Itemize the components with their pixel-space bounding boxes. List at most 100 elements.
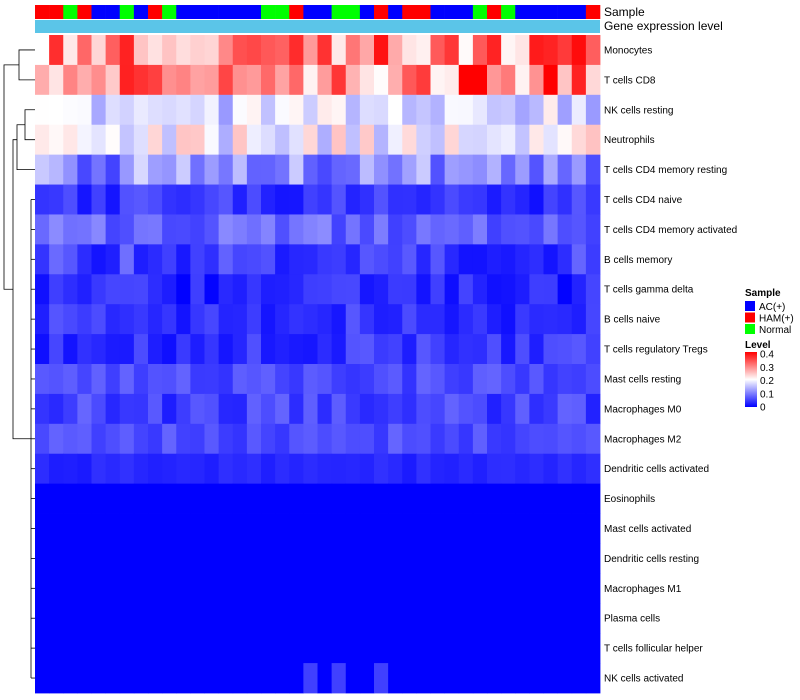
heatmap-cell — [246, 453, 262, 485]
row-label: Mast cells resting — [604, 374, 681, 385]
heatmap-cell — [430, 64, 446, 96]
heatmap-cell — [246, 364, 262, 395]
heatmap-cell — [91, 633, 107, 664]
heatmap-cell — [374, 214, 389, 245]
heatmap-cell — [458, 633, 474, 664]
heatmap-cell — [331, 663, 347, 694]
heatmap-cell — [458, 513, 474, 544]
heatmap-cell — [176, 214, 191, 245]
heatmap-cell — [119, 573, 135, 604]
heatmap-cell — [557, 214, 573, 245]
heatmap-cells — [35, 35, 601, 694]
heatmap-cell — [359, 124, 375, 156]
heatmap-cell — [444, 64, 460, 96]
heatmap-cell — [190, 64, 205, 96]
heatmap-cell — [444, 124, 460, 156]
heatmap-cell — [359, 423, 375, 455]
heatmap-cell — [303, 513, 318, 544]
heatmap-cell — [91, 334, 107, 365]
sample-annotation-cell — [35, 5, 50, 19]
heatmap-cell — [289, 513, 304, 544]
heatmap-cell — [91, 64, 107, 96]
heatmap-cell — [204, 214, 220, 245]
heatmap-cell — [176, 663, 191, 694]
heatmap-cell — [585, 124, 601, 156]
heatmap-cell — [430, 423, 446, 455]
heatmap-cell — [77, 154, 92, 185]
heatmap-cell — [232, 334, 248, 365]
heatmap-cell — [261, 124, 276, 156]
heatmap-cell — [105, 663, 121, 694]
heatmap-cell — [232, 124, 248, 156]
heatmap-cell — [77, 64, 92, 96]
heatmap-cell — [261, 214, 276, 245]
heatmap-cell — [529, 274, 544, 305]
heatmap-cell — [261, 603, 276, 634]
heatmap-cell — [289, 304, 304, 335]
heatmap-cell — [204, 364, 220, 395]
sample-annotation-cell — [176, 5, 191, 19]
heatmap-cell — [585, 393, 601, 425]
heatmap-cell — [529, 154, 544, 185]
heatmap-cell — [515, 633, 530, 664]
heatmap-cell — [472, 423, 488, 455]
heatmap-cell — [190, 663, 205, 694]
heatmap-cell — [77, 244, 92, 275]
heatmap-cell — [501, 633, 516, 664]
heatmap-cell — [232, 603, 248, 634]
heatmap-cell — [331, 64, 347, 96]
sample-annotation-cell — [105, 5, 121, 19]
heatmap-cell — [543, 423, 559, 455]
heatmap-cell — [218, 244, 234, 275]
dendrogram-link — [18, 49, 35, 81]
heatmap-cell — [472, 124, 488, 156]
heatmap-cell — [585, 453, 601, 485]
heatmap-cell — [289, 364, 304, 395]
heatmap-cell — [275, 64, 290, 96]
heatmap-cell — [232, 393, 248, 425]
heatmap-cell — [261, 543, 276, 574]
heatmap-cell — [232, 423, 248, 455]
heatmap-cell — [232, 94, 248, 126]
heatmap-cell — [458, 334, 474, 365]
heatmap-cell — [218, 154, 234, 185]
heatmap-cell — [105, 94, 121, 126]
heatmap-cell — [515, 214, 530, 245]
heatmap-cell — [190, 304, 205, 335]
heatmap-cell — [374, 124, 389, 156]
heatmap-cell — [374, 184, 389, 215]
heatmap-cell — [49, 304, 64, 335]
heatmap-cell — [148, 483, 163, 514]
heatmap-cell — [501, 94, 516, 126]
heatmap-cell — [345, 154, 361, 185]
sample-annotation-cell — [402, 5, 417, 19]
heatmap-cell — [472, 154, 488, 185]
heatmap-cell — [91, 663, 107, 694]
heatmap-cell — [63, 274, 78, 305]
heatmap-cell — [232, 633, 248, 664]
heatmap-cell — [246, 334, 262, 365]
heatmap-cell — [543, 244, 559, 275]
heatmap-cell — [63, 393, 78, 425]
heatmap-cell — [529, 393, 544, 425]
heatmap-cell — [218, 483, 234, 514]
heatmap-cell — [317, 603, 333, 634]
heatmap-cell — [557, 543, 573, 574]
heatmap-cell — [472, 274, 488, 305]
heatmap-cell — [77, 453, 92, 485]
heatmap-cell — [571, 633, 587, 664]
heatmap-cell — [204, 154, 220, 185]
heatmap-cell — [35, 64, 50, 96]
heatmap-cell — [105, 393, 121, 425]
heatmap-cell — [133, 633, 149, 664]
heatmap-cell — [501, 274, 516, 305]
heatmap-cell — [119, 244, 135, 275]
heatmap-cell — [430, 393, 446, 425]
heatmap-cell — [388, 274, 403, 305]
heatmap-cell — [317, 633, 333, 664]
heatmap-cell — [303, 214, 318, 245]
heatmap-cell — [585, 483, 601, 514]
heatmap-cell — [557, 513, 573, 544]
dendrogram-link — [3, 64, 19, 290]
heatmap-cell — [487, 543, 502, 574]
